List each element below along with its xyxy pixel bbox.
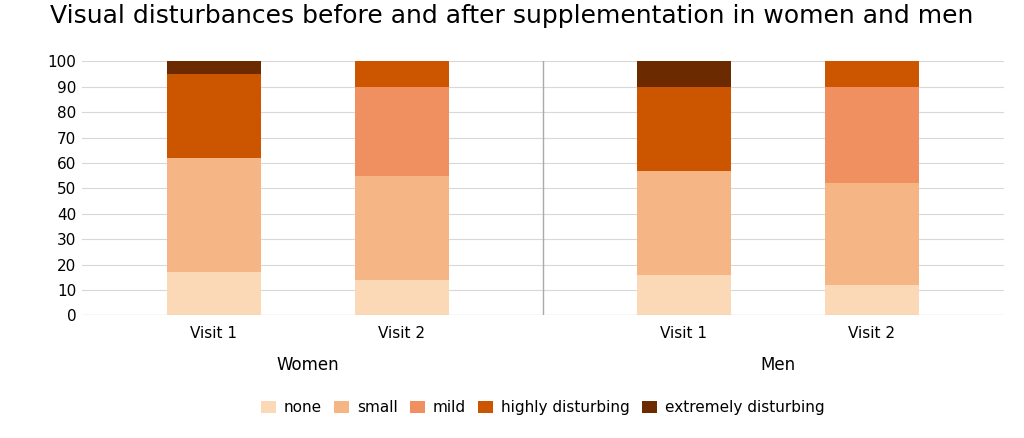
Bar <box>167 74 260 158</box>
Bar <box>637 170 731 275</box>
Bar <box>825 61 919 87</box>
Bar <box>825 183 919 285</box>
Text: Visual disturbances before and after supplementation in women and men: Visual disturbances before and after sup… <box>50 4 974 28</box>
Bar <box>637 61 731 87</box>
Legend: none, small, mild, highly disturbing, extremely disturbing: none, small, mild, highly disturbing, ex… <box>255 394 830 421</box>
Bar <box>825 285 919 315</box>
Bar <box>354 176 449 280</box>
Bar <box>354 61 449 87</box>
Bar <box>354 280 449 315</box>
Text: Women: Women <box>276 356 339 374</box>
Bar <box>167 61 260 74</box>
Text: Men: Men <box>760 356 796 374</box>
Bar <box>825 87 919 183</box>
Bar <box>637 275 731 315</box>
Bar <box>167 272 260 315</box>
Bar <box>354 87 449 176</box>
Bar <box>167 158 260 272</box>
Bar <box>637 87 731 170</box>
